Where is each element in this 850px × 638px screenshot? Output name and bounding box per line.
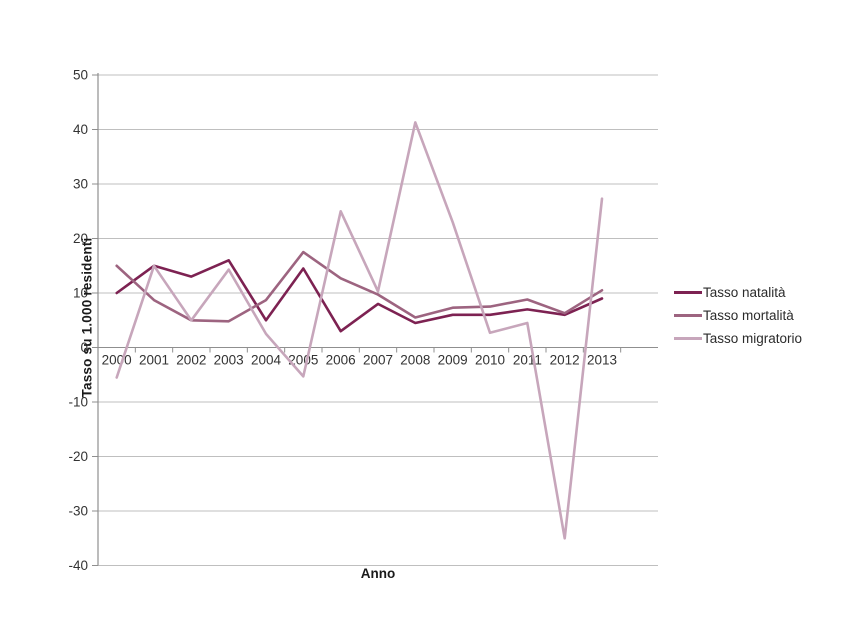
legend-item: Tasso mortalità bbox=[674, 304, 802, 327]
x-tick-label: 2004 bbox=[251, 353, 282, 368]
y-tick-label: 50 bbox=[73, 68, 88, 83]
legend-item: Tasso natalità bbox=[674, 281, 802, 304]
series-line-tasso-migratorio bbox=[115, 121, 604, 540]
legend: Tasso natalità Tasso mortalità Tasso migra… bbox=[674, 281, 802, 350]
x-axis-title: Anno bbox=[360, 566, 396, 581]
y-tick-label: -40 bbox=[68, 558, 88, 573]
x-tick-label: 2008 bbox=[400, 353, 430, 368]
x-tick-label: 2003 bbox=[214, 353, 244, 368]
legend-label: Tasso mortalità bbox=[703, 308, 794, 323]
x-tick-label: 2013 bbox=[587, 353, 617, 368]
legend-line-swatch bbox=[674, 314, 702, 317]
x-tick-label: 2009 bbox=[438, 353, 468, 368]
x-tick-label: 2001 bbox=[139, 353, 169, 368]
y-tick-label: 0 bbox=[80, 340, 88, 355]
x-tick-label: 2006 bbox=[326, 353, 356, 368]
x-tick-label: 2010 bbox=[475, 353, 505, 368]
x-tick-label: 2005 bbox=[288, 353, 318, 368]
x-tick-label: 2011 bbox=[513, 353, 542, 368]
series-line-tasso-mortalit- bbox=[115, 250, 604, 323]
series-line-tasso-natalit- bbox=[115, 258, 604, 333]
legend-item: Tasso migratorio bbox=[674, 327, 802, 350]
y-tick-label: 30 bbox=[73, 177, 88, 192]
legend-line-swatch bbox=[674, 291, 702, 294]
y-tick-label: -10 bbox=[68, 395, 88, 410]
y-tick-label: 10 bbox=[73, 286, 88, 301]
y-tick-label: -20 bbox=[68, 449, 88, 464]
y-tick-label: 20 bbox=[73, 231, 88, 246]
x-tick-label: 2007 bbox=[363, 353, 393, 368]
x-tick-label: 2012 bbox=[550, 353, 580, 368]
x-tick-label: 2002 bbox=[176, 353, 206, 368]
y-tick-label: -30 bbox=[68, 504, 88, 519]
x-tick-label: 2000 bbox=[102, 353, 132, 368]
legend-label: Tasso natalità bbox=[703, 285, 786, 300]
legend-line-swatch bbox=[674, 337, 702, 340]
legend-label: Tasso migratorio bbox=[703, 331, 803, 346]
y-tick-label: 40 bbox=[73, 122, 88, 137]
y-axis-title: Tasso su 1.000 residenti bbox=[79, 237, 95, 398]
